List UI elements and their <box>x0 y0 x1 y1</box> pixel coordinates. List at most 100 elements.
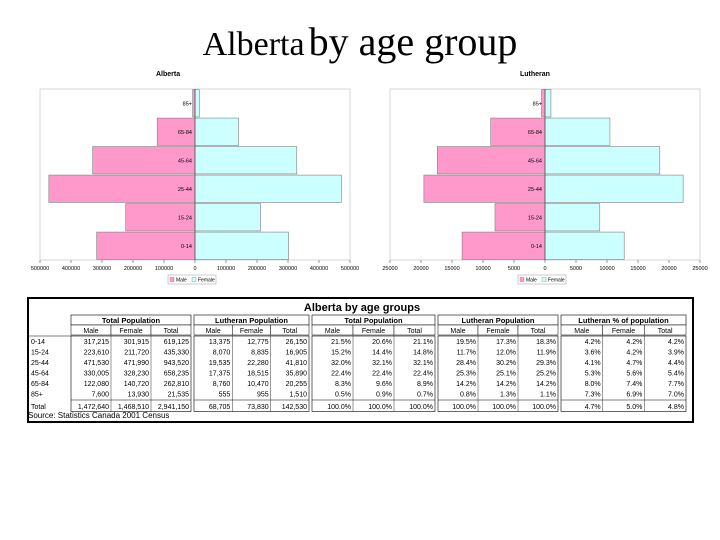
table-cell: 4.2% <box>585 339 601 346</box>
pyramid-title: Lutheran <box>520 71 550 78</box>
table-cell: 0.9% <box>376 392 392 399</box>
category-label: 45-64 <box>178 158 192 164</box>
bar-male-0-14 <box>96 231 196 260</box>
bar-female-85+ <box>194 89 200 118</box>
table-cell: 142,530 <box>282 404 307 411</box>
table-cell: 32.1% <box>372 360 392 367</box>
table-cell: 19,535 <box>209 360 231 367</box>
table-cell: 1.1% <box>540 392 556 399</box>
subheader-cell <box>517 324 559 336</box>
table-cell: 555 <box>219 392 231 399</box>
table-cell: 619,125 <box>164 339 189 346</box>
bar-female-0-14 <box>544 231 625 260</box>
table-cell: 943,520 <box>164 360 189 367</box>
group-body-frame <box>311 335 436 412</box>
legend-swatch-male <box>169 277 175 282</box>
subheader: Female <box>119 328 142 335</box>
table-cell: 8,070 <box>213 350 231 357</box>
table-cell: 26,150 <box>286 339 308 346</box>
table-cell: 100.0% <box>327 404 351 411</box>
subheader: Total <box>164 328 179 335</box>
group-header: Lutheran % of population <box>578 316 669 325</box>
table-cell: 68,705 <box>209 404 231 411</box>
table-cell: 8,760 <box>213 381 231 388</box>
bar-male-45-64 <box>436 146 546 175</box>
table-cell: 30.2% <box>496 360 516 367</box>
x-tick-label: 200000 <box>248 266 266 272</box>
subheader: Male <box>325 328 340 335</box>
table-cell: 1,510 <box>289 392 307 399</box>
table-cell: 3.9% <box>668 350 684 357</box>
x-tick-label: 5000 <box>570 266 582 272</box>
category-label: 0-14 <box>181 244 192 250</box>
table-title: Alberta by age groups <box>304 302 420 314</box>
table-cell: 14.2% <box>536 381 556 388</box>
table-cell: 7.7% <box>668 381 684 388</box>
table-cell: 140,720 <box>124 381 149 388</box>
age-groups-table: Alberta by age groups Total Population Mal… <box>27 297 694 423</box>
subheader: Male <box>574 328 589 335</box>
table-cell: 4.2% <box>668 339 684 346</box>
subheader-cell <box>150 324 192 336</box>
table-cell: 20,255 <box>286 381 308 388</box>
table-cell: 17,375 <box>209 371 231 378</box>
category-label: 0-14 <box>531 244 542 250</box>
bar-male-85+ <box>541 89 546 118</box>
group-header: Total Population <box>102 316 161 325</box>
table-cell: 471,990 <box>124 360 149 367</box>
bar-male-25-44 <box>48 174 196 203</box>
table-cell: 8,835 <box>251 350 269 357</box>
table-cell: 41,810 <box>286 360 308 367</box>
table-cell: 100.0% <box>368 404 392 411</box>
x-tick-label: 25000 <box>692 266 707 272</box>
subheader-cell <box>393 324 436 336</box>
category-label: 85+ <box>183 101 192 107</box>
table-cell: 8.3% <box>335 381 351 388</box>
table-cell: 2,941,150 <box>158 404 189 411</box>
table-cell: 100.0% <box>532 404 556 411</box>
table-cell: 317,215 <box>84 339 109 346</box>
subheader: Female <box>486 328 509 335</box>
table-cell: 25.1% <box>496 371 516 378</box>
table-cell: 14.4% <box>372 350 392 357</box>
table-cell: 0.5% <box>335 392 351 399</box>
x-tick-label: 300000 <box>279 266 297 272</box>
bar-female-25-44 <box>194 174 342 203</box>
legend-swatch-male <box>519 277 525 282</box>
category-label: 25-44 <box>528 187 542 193</box>
table-cell: 16,905 <box>286 350 308 357</box>
category-label: 65-84 <box>178 130 192 136</box>
table-cell: 29.3% <box>536 360 556 367</box>
table-cell: 100.0% <box>452 404 476 411</box>
bar-female-65-84 <box>544 117 611 146</box>
table-cell: 4.2% <box>626 339 642 346</box>
legend-swatch-female <box>191 277 197 282</box>
x-tick-label: 500000 <box>31 266 49 272</box>
subheader-cell <box>270 324 310 336</box>
table-cell: 25.3% <box>456 371 476 378</box>
table-cell: 262,810 <box>164 381 189 388</box>
group-header: Lutheran Population <box>462 316 535 325</box>
source-note: Source: Statistics Canada 2001 Census <box>28 411 170 420</box>
subheader: Female <box>362 328 385 335</box>
bar-female-65-84 <box>194 117 239 146</box>
table-cell: 21.1% <box>413 339 433 346</box>
table-cell: 11.9% <box>537 350 556 357</box>
table-cell: 0.7% <box>417 392 433 399</box>
table-cell: 223,610 <box>84 350 109 357</box>
table-cell: 20.6% <box>372 339 392 346</box>
group-body-frame <box>193 335 310 412</box>
table-cell: 7.0% <box>668 392 684 399</box>
table-cell: 0.8% <box>460 392 476 399</box>
table-cell: 7.4% <box>626 381 642 388</box>
legend-swatch-female <box>541 277 547 282</box>
x-tick-label: 500000 <box>341 266 359 272</box>
subheader-cell <box>644 324 687 336</box>
table-cell: 12.0% <box>496 350 516 357</box>
x-tick-label: 100000 <box>217 266 235 272</box>
table-cell: 435,330 <box>164 350 189 357</box>
x-tick-label: 10000 <box>599 266 614 272</box>
alberta-pyramid-chart: Alberta 0-14 15-24 25-44 45-64 65-84 85+ 500000… <box>18 64 359 294</box>
table-cell: 8.0% <box>585 381 601 388</box>
category-label: 85+ <box>533 101 542 107</box>
